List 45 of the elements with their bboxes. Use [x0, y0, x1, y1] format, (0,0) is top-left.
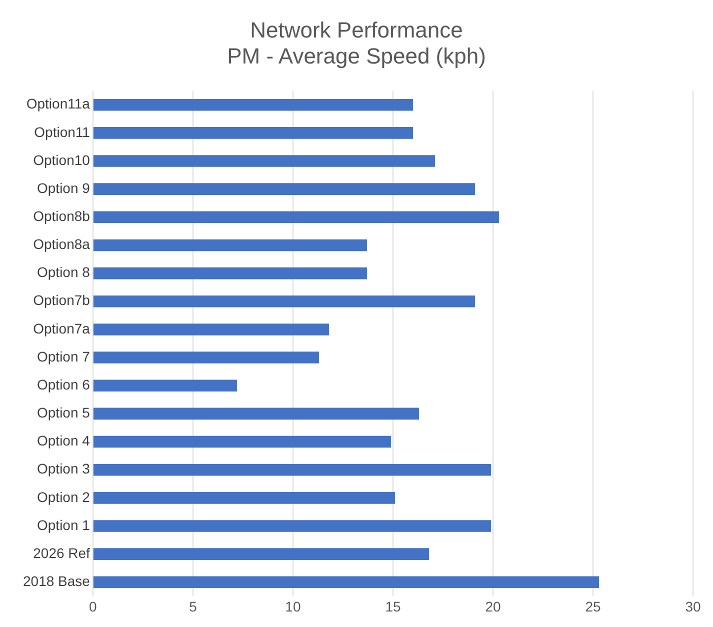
- x-tick-label: 25: [585, 598, 601, 614]
- y-tick-label: Option 7: [37, 348, 90, 364]
- bar: [93, 408, 419, 420]
- y-tick-label: Option 4: [37, 432, 90, 449]
- bar: [93, 127, 413, 139]
- y-tick-label: Option 8: [37, 264, 90, 280]
- y-tick-label: Option 6: [37, 376, 90, 392]
- y-tick-label: Option 1: [37, 516, 90, 533]
- bar: [93, 380, 237, 392]
- y-tick-label: Option10: [33, 152, 90, 168]
- bar: [93, 352, 319, 364]
- x-tick-label: 20: [485, 598, 501, 614]
- bar: [93, 295, 475, 308]
- x-tick-label: 0: [89, 598, 98, 614]
- bar: [93, 324, 329, 336]
- y-tick-label: Option8b: [33, 208, 90, 224]
- bar: [93, 576, 599, 588]
- bar: [93, 211, 499, 224]
- chart-subtitle: PM - Average Speed (kph): [227, 44, 486, 69]
- bar: [93, 267, 367, 280]
- bar: [93, 98, 413, 111]
- y-tick-label: 2018 Base: [22, 573, 90, 590]
- bar: [93, 464, 491, 476]
- bar: [93, 155, 435, 167]
- bar: [93, 492, 395, 504]
- y-tick-label: Option7b: [33, 292, 90, 308]
- y-tick-label: Option11: [34, 124, 90, 140]
- y-tick-label: Option 9: [37, 180, 90, 196]
- x-tick-label: 30: [685, 598, 701, 614]
- chart-title: Network Performance: [250, 17, 463, 42]
- x-tick-label: 15: [385, 598, 401, 614]
- bar: [93, 183, 475, 195]
- x-tick-label: 10: [285, 598, 301, 614]
- bar: [93, 520, 491, 532]
- y-tick-label: Option7a: [33, 320, 90, 336]
- x-tick-label: 5: [189, 598, 198, 614]
- y-tick-label: 2026 Ref: [33, 544, 90, 561]
- bar: [93, 436, 391, 448]
- bar: [93, 548, 429, 560]
- bar: [93, 239, 367, 252]
- y-tick-label: Option11a: [26, 96, 90, 112]
- y-tick-label: Option 5: [37, 404, 90, 421]
- y-tick-label: Option 2: [37, 488, 90, 505]
- y-tick-label: Option 3: [37, 460, 90, 477]
- y-tick-label: Option8a: [33, 236, 90, 252]
